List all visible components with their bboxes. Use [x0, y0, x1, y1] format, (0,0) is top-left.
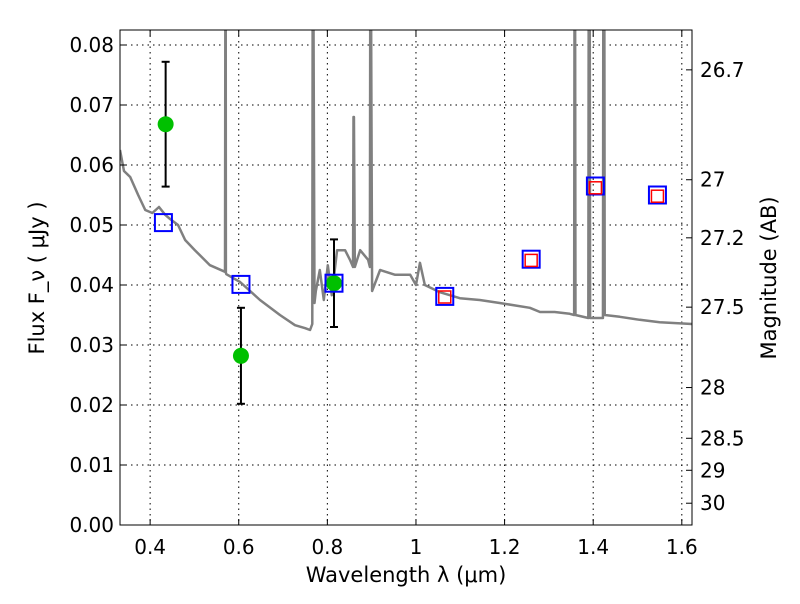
y-tick-label: 0.02: [69, 393, 114, 417]
observed-point: [326, 275, 343, 292]
axes-frame: [119, 29, 693, 526]
x-tick-label: 1: [410, 535, 423, 559]
model-square-red: [524, 253, 538, 268]
right-axis-label: Magnitude (AB): [757, 196, 781, 359]
sed-line: [120, 30, 692, 332]
model-square-blue: [435, 286, 455, 306]
model-square-blue: [647, 185, 667, 205]
y-tick-label: 0.06: [69, 153, 114, 177]
right-tick-label: 27: [700, 168, 725, 192]
right-tick-label: 28: [700, 376, 725, 400]
model-square-red: [438, 290, 452, 304]
y-tick-label: 0.04: [69, 273, 114, 297]
x-axis-label: Wavelength λ (μm): [306, 563, 507, 587]
x-tick-label: 1.2: [489, 535, 521, 559]
x-tick-label: 1.4: [577, 535, 609, 559]
y-axis-label: Flux F_ν ( μJy ): [25, 201, 50, 354]
x-tick-label: 0.4: [134, 535, 166, 559]
model-square-blue: [324, 273, 344, 293]
y-tick-label: 0.01: [69, 453, 114, 477]
model-square-red: [650, 189, 665, 203]
y-tick-label: 0.08: [69, 33, 114, 57]
x-tick-label: 0.6: [223, 535, 255, 559]
grid: [120, 30, 692, 526]
y-tick-label: 0.05: [69, 213, 114, 237]
model-square-blue: [521, 249, 541, 269]
observed-point: [232, 347, 249, 364]
model-square-red: [588, 181, 603, 195]
model-square-blue: [153, 213, 173, 233]
observed-point: [157, 116, 174, 133]
y-tick-label: 0.00: [69, 513, 114, 537]
right-tick-label: 27.2: [700, 226, 745, 250]
y-tick-label: 0.03: [69, 333, 114, 357]
ticks: 0.4 0.6 0.8 1 1.2 1.4 1.6 0.00 0.01 0.02 0.03 0.04 0…: [69, 30, 745, 559]
right-tick-label: 27.5: [700, 295, 745, 319]
right-tick-label: 28.5: [700, 426, 745, 450]
right-tick-label: 30: [700, 491, 725, 515]
right-tick-label: 26.7: [700, 58, 745, 82]
right-tick-label: 29: [700, 458, 725, 482]
y-tick-label: 0.07: [69, 93, 114, 117]
plot-area: [120, 30, 692, 405]
x-tick-label: 1.6: [666, 535, 698, 559]
x-tick-label: 0.8: [311, 535, 343, 559]
model-square-blue: [231, 274, 251, 294]
